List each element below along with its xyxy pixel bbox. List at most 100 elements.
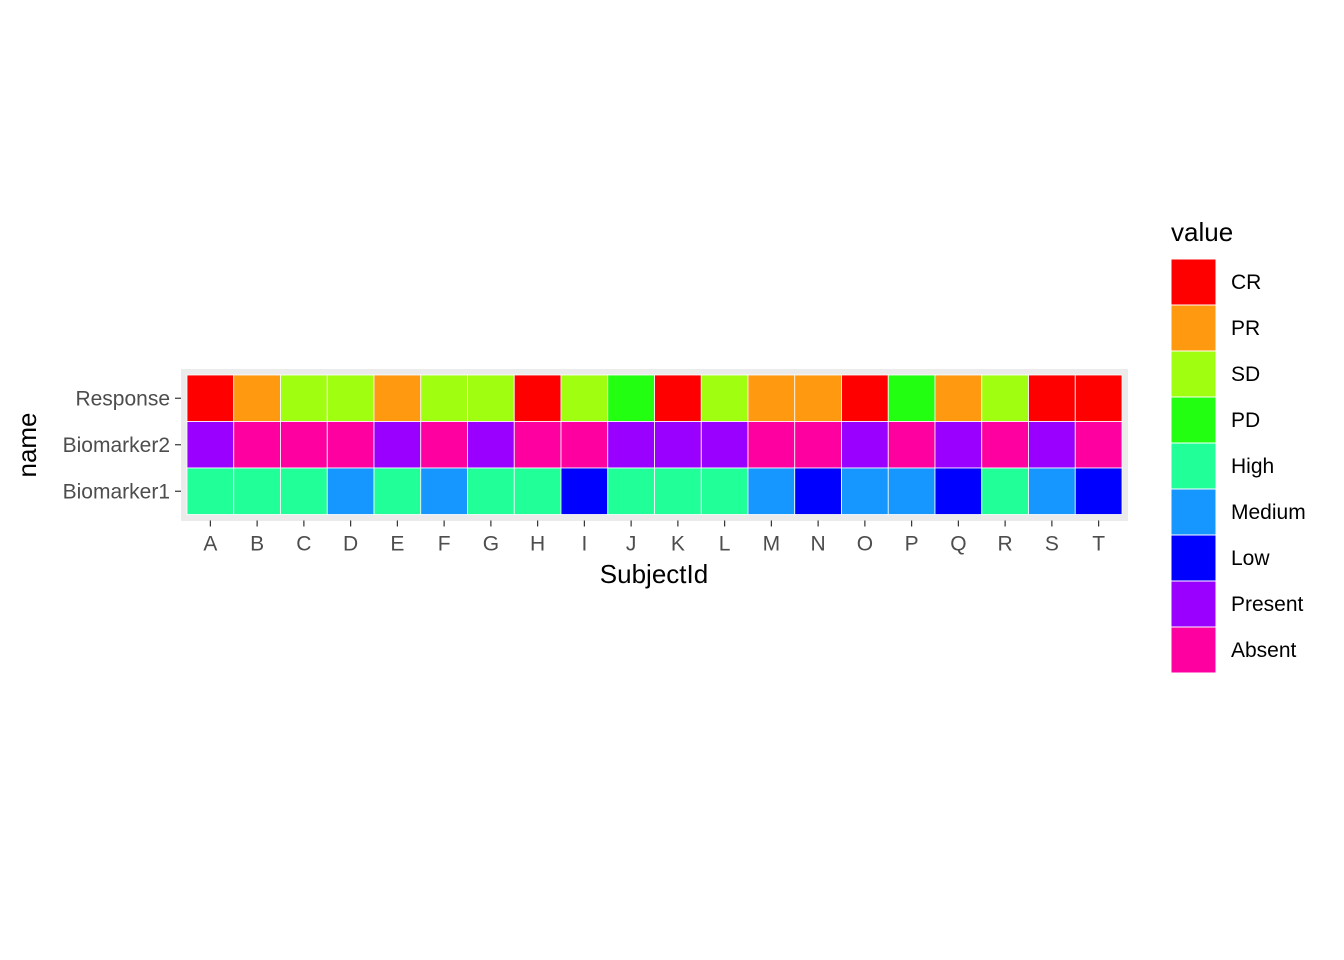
heatmap-cell-biomarker2-t — [1074, 421, 1123, 469]
heatmap-cell-biomarker1-d — [326, 467, 375, 515]
heatmap-cell-biomarker2-d — [326, 421, 375, 469]
heatmap-cell-response-t — [1074, 374, 1123, 422]
heatmap-cell-biomarker1-m — [747, 467, 796, 515]
x-tick-label: O — [857, 533, 873, 556]
heatmap-cell-biomarker2-s — [1028, 421, 1076, 469]
x-tick-label: H — [530, 533, 545, 556]
x-tick-label: P — [905, 533, 919, 556]
heatmap-cell-biomarker1-o — [841, 467, 889, 515]
heatmap-cell-biomarker1-h — [513, 467, 562, 515]
heatmap-cell-response-s — [1028, 374, 1076, 422]
legend-label-pr: PR — [1231, 317, 1260, 340]
heatmap-cell-biomarker1-s — [1028, 467, 1076, 515]
x-tick-label: D — [343, 533, 358, 556]
heatmap-cell-response-c — [280, 374, 328, 422]
heatmap-cell-response-q — [934, 374, 983, 422]
heatmap-cell-response-f — [420, 374, 468, 422]
y-axis-title: name — [12, 412, 42, 477]
legend-label-present: Present — [1231, 593, 1304, 616]
legend-label-medium: Medium — [1231, 501, 1306, 524]
x-tick-label: T — [1092, 533, 1105, 556]
x-tick-label: F — [438, 533, 451, 556]
y-tick-label: Response — [75, 387, 170, 410]
legend-label-high: High — [1231, 455, 1274, 478]
heatmap-cell-response-j — [607, 374, 655, 422]
heatmap-cell-biomarker2-p — [887, 421, 936, 469]
legend-label-pd: PD — [1231, 409, 1260, 432]
heatmap-cell-biomarker2-o — [841, 421, 889, 469]
heatmap-cell-biomarker2-b — [233, 421, 281, 469]
heatmap-cell-biomarker2-m — [747, 421, 796, 469]
x-tick-label: E — [390, 533, 404, 556]
heatmap-cell-biomarker2-l — [700, 421, 749, 469]
heatmap-cell-biomarker2-r — [981, 421, 1029, 469]
y-axis-ticks: Response Biomarker2 Biomarker1 — [63, 387, 181, 503]
heatmap-cell-biomarker2-h — [513, 421, 562, 469]
x-tick-label: S — [1045, 533, 1059, 556]
heatmap-cell-response-d — [326, 374, 375, 422]
heatmap-cell-biomarker1-l — [700, 467, 749, 515]
heatmap-cell-biomarker2-k — [654, 421, 702, 469]
x-axis-title: SubjectId — [600, 559, 708, 589]
heatmap-cell-response-h — [513, 374, 562, 422]
legend-key-pd — [1170, 396, 1217, 444]
x-axis-ticks: A B C D E F G H I J K L M N O P Q R S T — [203, 520, 1105, 556]
heatmap-cell-biomarker1-n — [794, 467, 842, 515]
heatmap-cell-biomarker2-e — [373, 421, 422, 469]
legend-label-cr: CR — [1231, 271, 1261, 294]
x-tick-label: K — [671, 533, 685, 556]
heatmap-cell-biomarker1-r — [981, 467, 1029, 515]
heatmap-cell-biomarker2-q — [934, 421, 983, 469]
heatmap-cell-biomarker1-f — [420, 467, 468, 515]
y-tick-label: Biomarker2 — [63, 434, 170, 457]
heatmap-cell-biomarker2-i — [560, 421, 609, 469]
x-tick-label: A — [203, 533, 217, 556]
heatmap-cell-response-r — [981, 374, 1029, 422]
x-tick-label: N — [811, 533, 826, 556]
legend-key-present — [1170, 580, 1217, 628]
heatmap-cell-response-o — [841, 374, 889, 422]
x-tick-label: R — [998, 533, 1013, 556]
heatmap-cell-response-n — [794, 374, 842, 422]
legend-key-medium — [1170, 488, 1217, 536]
legend-key-sd — [1170, 350, 1217, 398]
x-tick-label: Q — [950, 533, 966, 556]
heatmap-cell-response-a — [186, 374, 235, 422]
legend-label-sd: SD — [1231, 363, 1260, 386]
heatmap-cell-response-g — [467, 374, 515, 422]
heatmap-cell-biomarker2-a — [186, 421, 235, 469]
legend-title: value — [1171, 217, 1233, 247]
heatmap-cell-biomarker2-j — [607, 421, 655, 469]
heatmap-cell-biomarker1-a — [186, 467, 235, 515]
heatmap-cell-biomarker1-g — [467, 467, 515, 515]
heatmap-cell-biomarker1-e — [373, 467, 422, 515]
heatmap-cell-biomarker1-p — [887, 467, 936, 515]
legend-key-low — [1170, 534, 1217, 582]
x-tick-label: C — [296, 533, 311, 556]
x-tick-label: G — [483, 533, 499, 556]
legend-key-cr — [1170, 258, 1217, 306]
x-tick-label: B — [250, 533, 264, 556]
heatmap-cell-response-e — [373, 374, 422, 422]
legend-key-pr — [1170, 304, 1217, 352]
heatmap-cell-biomarker1-c — [280, 467, 328, 515]
heatmap-cell-biomarker2-n — [794, 421, 842, 469]
x-tick-label: L — [719, 533, 731, 556]
x-tick-label: J — [626, 533, 637, 556]
heatmap-cells — [186, 374, 1123, 515]
x-tick-label: M — [763, 533, 781, 556]
heatmap-cell-response-l — [700, 374, 749, 422]
heatmap-cell-biomarker1-i — [560, 467, 609, 515]
legend-label-low: Low — [1231, 547, 1270, 570]
heatmap-cell-biomarker2-c — [280, 421, 328, 469]
legend-key-high — [1170, 442, 1217, 490]
legend: CR PR SD PD High Medium Low Present Absent — [1170, 258, 1306, 674]
heatmap-cell-biomarker2-g — [467, 421, 515, 469]
heatmap-cell-biomarker1-q — [934, 467, 983, 515]
heatmap-cell-biomarker1-j — [607, 467, 655, 515]
heatmap-cell-response-b — [233, 374, 281, 422]
heatmap-cell-biomarker1-t — [1074, 467, 1123, 515]
heatmap-cell-response-i — [560, 374, 609, 422]
legend-label-absent: Absent — [1231, 639, 1297, 662]
